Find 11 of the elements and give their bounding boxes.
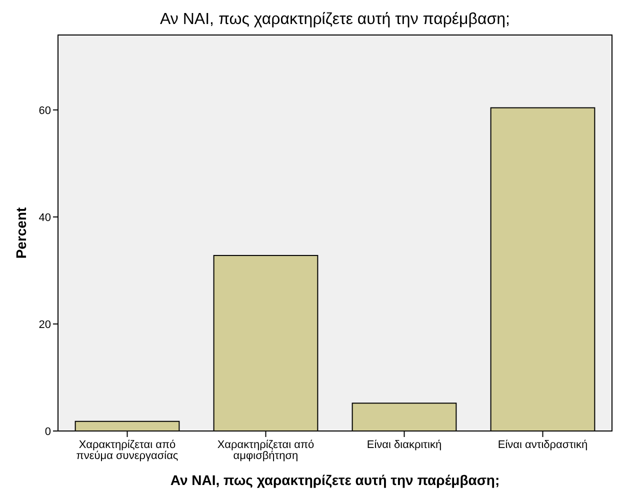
y-tick-label: 20 (38, 318, 51, 331)
x-tick-label: Είναι διακριτική (366, 439, 442, 451)
y-tick-label: 0 (44, 426, 51, 438)
x-tick-label: Είναι αντιδραστική (498, 439, 588, 451)
y-tick-label: 40 (38, 212, 51, 224)
y-tick-label: 60 (38, 104, 51, 117)
y-axis-title: Percent (13, 206, 29, 259)
x-tick-label: Χαρακτηρίζεται από πνεύμα συνεργασίας (76, 439, 178, 462)
x-axis-title: Αν ΝΑΙ, πως χαρακτηρίζετε αυτή την παρέμβαση; (170, 472, 500, 488)
x-tick-label: Χαρακτηρίζεται από αμφισβήτηση (217, 439, 314, 462)
chart-title: Αν ΝΑΙ, πως χαρακτηρίζετε αυτή την παρέμβαση; (160, 11, 510, 28)
